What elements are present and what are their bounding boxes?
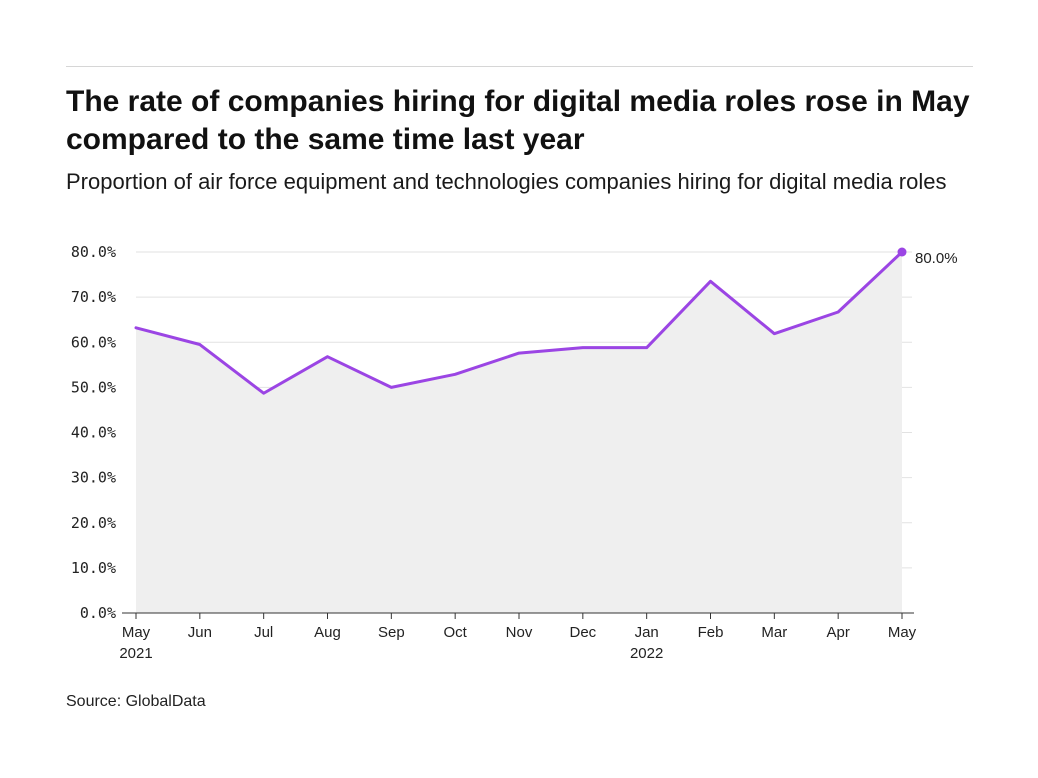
- x-tick-label: May: [888, 624, 917, 641]
- x-tick-label: Nov: [506, 624, 533, 641]
- top-rule: [66, 66, 973, 67]
- x-tick-label: Jun: [188, 624, 212, 641]
- y-tick-label: 30.0%: [71, 469, 116, 487]
- area-fill-layer: [136, 252, 902, 613]
- source-note: Source: GlobalData: [66, 693, 206, 710]
- chart-title: The rate of companies hiring for digital…: [66, 85, 970, 156]
- x-tick-label: May: [122, 624, 151, 641]
- area-fill: [136, 252, 902, 613]
- series-line-layer: [134, 247, 907, 395]
- chart-subtitle: Proportion of air force equipment and te…: [66, 169, 947, 194]
- y-tick-label: 80.0%: [71, 243, 116, 261]
- x-tick-label: Dec: [569, 624, 596, 641]
- series-line: [134, 250, 904, 395]
- end-point-marker: [897, 247, 907, 257]
- y-tick-label: 40.0%: [71, 424, 116, 442]
- x-tick-label: Mar: [761, 624, 787, 641]
- y-tick-label: 70.0%: [71, 288, 116, 306]
- axes: [122, 612, 914, 619]
- x-tick-label: Aug: [314, 624, 341, 641]
- x-tick-label: Apr: [826, 624, 849, 641]
- x-tick-year-label: 2021: [119, 645, 152, 662]
- x-tick-label: Sep: [378, 624, 405, 641]
- x-tick-year-label: 2022: [630, 645, 663, 662]
- x-tick-label: Feb: [698, 624, 724, 641]
- tick-labels: 0.0% 10.0% 20.0% 30.0% 40.0% 50.0% 60.0% 70.0% 8…: [71, 243, 958, 662]
- end-value-label: 80.0%: [915, 250, 958, 267]
- y-tick-label: 0.0%: [80, 604, 116, 622]
- x-tick-label: Oct: [443, 624, 467, 641]
- x-tick-label: Jan: [635, 624, 659, 641]
- x-tick-label: Jul: [254, 624, 273, 641]
- y-tick-label: 10.0%: [71, 559, 116, 577]
- y-tick-label: 20.0%: [71, 514, 116, 532]
- y-tick-label: 50.0%: [71, 378, 116, 396]
- y-tick-label: 60.0%: [71, 333, 116, 351]
